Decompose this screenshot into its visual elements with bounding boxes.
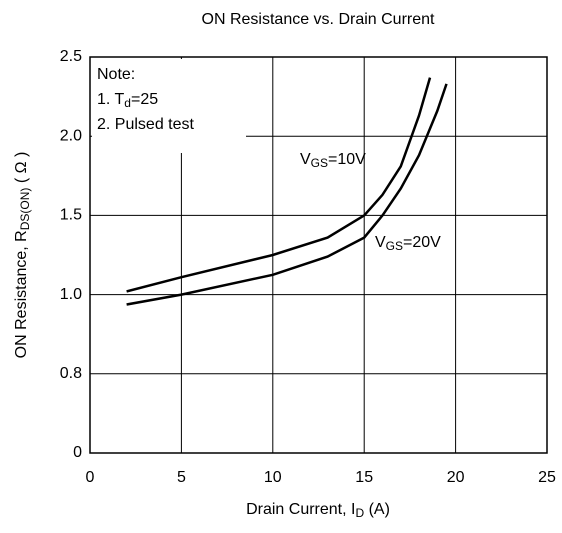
series-label-part: GS [311, 156, 328, 170]
chart-title: ON Resistance vs. Drain Current [202, 11, 436, 28]
y-tick-label: 2.5 [60, 48, 82, 65]
annotation: 1. Td=25 [97, 91, 158, 110]
series-label-part: =10V [328, 151, 366, 168]
series-label-part: =20V [403, 234, 441, 251]
series-label: VGS=10V [300, 151, 366, 170]
y-tick-label: 1.5 [60, 207, 82, 224]
series-label-part: GS [386, 239, 403, 253]
x-tick-label: 5 [177, 469, 186, 486]
y-tick-label: 1.0 [60, 286, 82, 303]
annotation-part: =25 [131, 91, 158, 108]
x-axis-label-part: Drain Current, I [246, 501, 355, 518]
note-background [92, 59, 246, 153]
series-label-part: V [300, 151, 311, 168]
series-label-part: V [375, 234, 386, 251]
series-label: VGS=20V [375, 234, 441, 253]
x-axis-label-part: D [355, 506, 364, 520]
annotation-part: 2. Pulsed test [97, 116, 195, 133]
annotation: 2. Pulsed test [97, 116, 195, 133]
y-axis-label: ON Resistance, RDS(ON) ( Ω ) [13, 152, 32, 359]
annotation-part: Note: [97, 66, 135, 83]
x-tick-label: 20 [447, 469, 465, 486]
x-tick-label: 15 [355, 469, 373, 486]
series-line [126, 83, 448, 306]
y-tick-label: 2.0 [60, 127, 82, 144]
x-axis-label: Drain Current, ID (A) [246, 501, 390, 520]
plot-frame [89, 56, 548, 454]
y-axis-label-part: ON Resistance, R [13, 230, 30, 358]
x-tick-label: 25 [538, 469, 556, 486]
annotation: Note: [97, 66, 135, 83]
y-tick-label: 0 [73, 444, 82, 461]
series-line [126, 77, 432, 293]
y-axis-label-part: DS(ON) [18, 188, 32, 231]
x-axis-label-part: (A) [364, 501, 390, 518]
y-axis-label-part: ( Ω ) [13, 152, 30, 188]
annotation-part: d [124, 96, 131, 110]
annotation-part: 1. T [97, 91, 125, 108]
x-tick-label: 10 [264, 469, 282, 486]
x-tick-label: 0 [86, 469, 95, 486]
y-tick-label: 0.8 [60, 365, 82, 382]
